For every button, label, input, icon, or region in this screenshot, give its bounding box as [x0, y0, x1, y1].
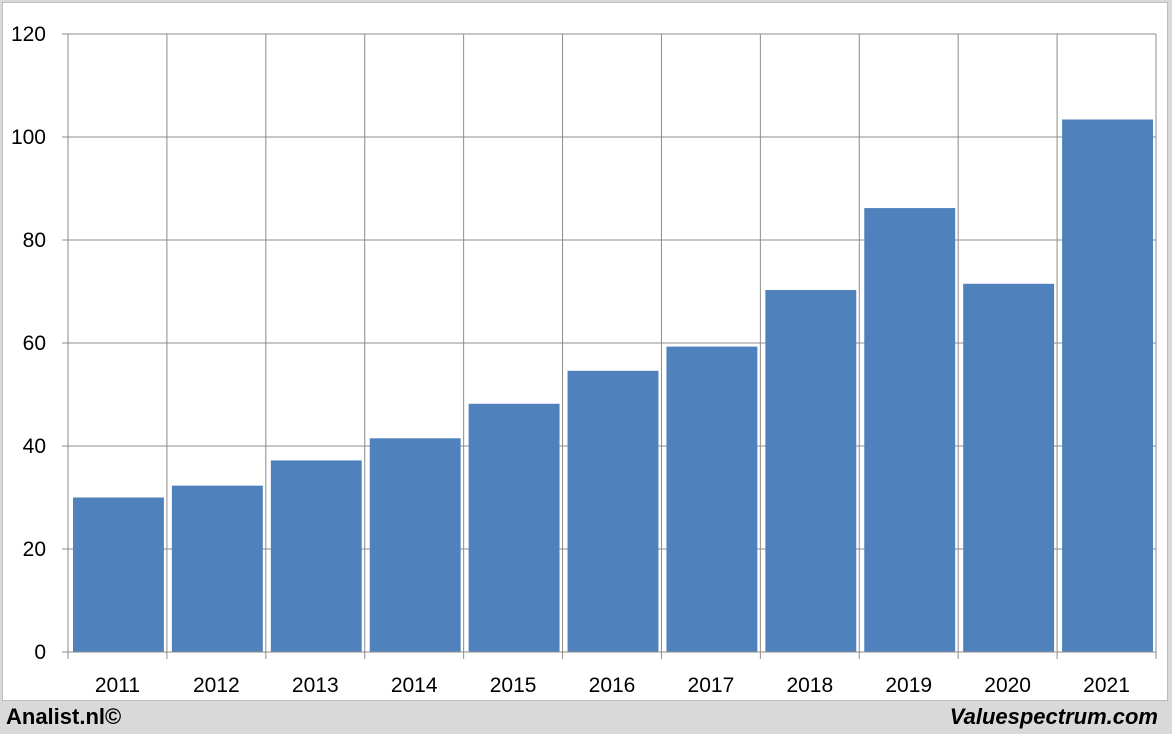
- y-tick-label: 100: [11, 126, 46, 149]
- bar-2016: [567, 370, 659, 652]
- x-tick-label: 2011: [95, 674, 140, 697]
- bar-chart: 0 20 40 60 80 100 120 2011 2012 2013 2014 2015 2016 2…: [11, 23, 1157, 697]
- y-tick-label: 120: [11, 23, 46, 46]
- bar-2015: [468, 403, 560, 652]
- bar-2012: [171, 485, 263, 652]
- x-tick-label: 2016: [589, 674, 636, 697]
- x-tick-label: 2017: [688, 674, 735, 697]
- x-tick-label: 2021: [1083, 674, 1130, 697]
- y-tick-label: 0: [34, 641, 46, 664]
- x-tick-label: 2012: [193, 674, 240, 697]
- x-tick-label: 2013: [292, 674, 339, 697]
- bar-2018: [765, 289, 857, 652]
- x-tick-label: 2018: [786, 674, 833, 697]
- bar-2021: [1062, 119, 1153, 653]
- bar-2013: [270, 460, 362, 652]
- y-tick-label: 40: [23, 435, 46, 458]
- bar-2014: [369, 438, 461, 652]
- y-tick-label: 60: [23, 332, 46, 355]
- bar-2011: [73, 497, 164, 652]
- x-tick-label: 2014: [391, 674, 438, 697]
- y-tick-label: 20: [23, 538, 46, 561]
- y-tick-label: 80: [23, 229, 46, 252]
- x-tick-label: 2020: [984, 674, 1031, 697]
- x-tick-label: 2019: [885, 674, 932, 697]
- x-tick-label: 2015: [490, 674, 537, 697]
- footer-brand-left: Analist.nl©: [6, 704, 122, 729]
- footer-brand-right: Valuespectrum.com: [949, 704, 1158, 729]
- bar-2017: [666, 346, 758, 652]
- bar-2019: [864, 208, 956, 652]
- bar-2020: [963, 283, 1055, 652]
